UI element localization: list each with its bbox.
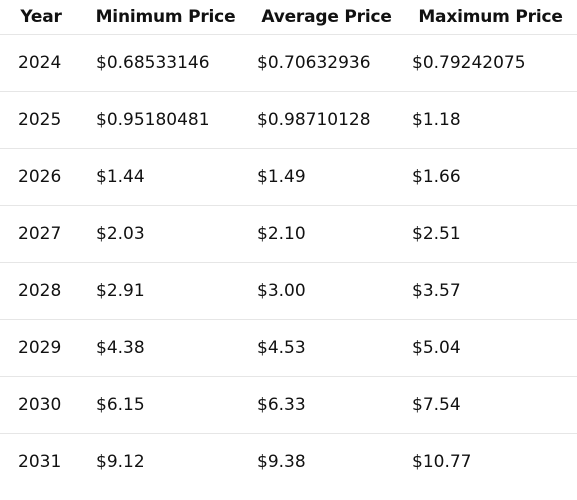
cell-maximum-price: $5.04 [404, 319, 577, 377]
table-body: 2024 $0.68533146 $0.70632936 $0.79242075… [0, 34, 577, 491]
cell-maximum-price: $2.51 [404, 205, 577, 263]
cell-year: 2029 [0, 319, 82, 377]
table-row: 2024 $0.68533146 $0.70632936 $0.79242075 [0, 34, 577, 92]
cell-average-price: $0.70632936 [249, 34, 404, 92]
cell-average-price: $1.49 [249, 148, 404, 206]
header-minimum-price: Minimum Price [95, 7, 236, 27]
cell-average-price: $3.00 [249, 262, 404, 320]
cell-year: 2027 [0, 205, 82, 263]
header-maximum-price: Maximum Price [418, 7, 563, 27]
cell-minimum-price: $0.68533146 [82, 34, 249, 92]
cell-minimum-price: $2.91 [82, 262, 249, 320]
cell-year: 2025 [0, 91, 82, 149]
cell-maximum-price: $1.66 [404, 148, 577, 206]
header-row: Year Minimum Price Average Price Maximum… [0, 0, 577, 35]
table-row: 2031 $9.12 $9.38 $10.77 [0, 433, 577, 491]
cell-average-price: $2.10 [249, 205, 404, 263]
cell-minimum-price: $4.38 [82, 319, 249, 377]
cell-maximum-price: $0.79242075 [404, 34, 577, 92]
cell-year: 2026 [0, 148, 82, 206]
cell-maximum-price: $10.77 [404, 433, 577, 491]
table-header: Year Minimum Price Average Price Maximum… [0, 0, 577, 35]
cell-minimum-price: $0.95180481 [82, 91, 249, 149]
table-row: 2025 $0.95180481 $0.98710128 $1.18 [0, 91, 577, 149]
cell-year: 2030 [0, 376, 82, 434]
table-row: 2028 $2.91 $3.00 $3.57 [0, 262, 577, 320]
table-row: 2027 $2.03 $2.10 $2.51 [0, 205, 577, 263]
table-row: 2030 $6.15 $6.33 $7.54 [0, 376, 577, 434]
cell-average-price: $4.53 [249, 319, 404, 377]
cell-minimum-price: $6.15 [82, 376, 249, 434]
cell-minimum-price: $2.03 [82, 205, 249, 263]
header-average-price: Average Price [261, 7, 392, 27]
table-row: 2029 $4.38 $4.53 $5.04 [0, 319, 577, 377]
cell-average-price: $6.33 [249, 376, 404, 434]
cell-year: 2024 [0, 34, 82, 92]
cell-average-price: $0.98710128 [249, 91, 404, 149]
cell-average-price: $9.38 [249, 433, 404, 491]
cell-year: 2031 [0, 433, 82, 491]
cell-maximum-price: $1.18 [404, 91, 577, 149]
cell-maximum-price: $7.54 [404, 376, 577, 434]
table-row: 2026 $1.44 $1.49 $1.66 [0, 148, 577, 206]
cell-minimum-price: $9.12 [82, 433, 249, 491]
cell-year: 2028 [0, 262, 82, 320]
header-year: Year [20, 7, 62, 27]
cell-maximum-price: $3.57 [404, 262, 577, 320]
cell-minimum-price: $1.44 [82, 148, 249, 206]
